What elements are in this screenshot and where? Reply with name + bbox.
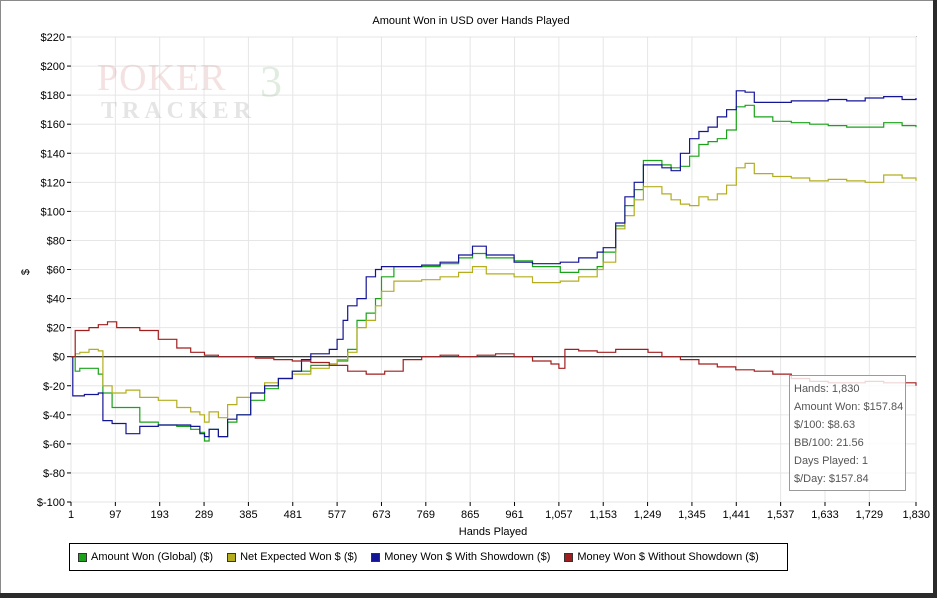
legend-item-with-showdown: Money Won $ With Showdown ($) xyxy=(371,551,550,563)
stat-per-day: $/Day: $157.84 xyxy=(794,473,869,485)
x-tick-label: 1,153 xyxy=(589,509,617,521)
x-tick-label: 1,057 xyxy=(545,509,573,521)
legend-swatch xyxy=(564,552,574,562)
y-tick-label: $-100 xyxy=(37,497,65,509)
series-line-3 xyxy=(71,90,917,438)
legend-label: Money Won $ Without Showdown ($) xyxy=(577,551,759,563)
y-axis: $-100 $-80 $-60 $-40 $-20 $0 $20 $40 $60 $80 $100 $… xyxy=(37,32,71,509)
stat-per-100: $/100: $8.63 xyxy=(794,419,856,431)
x-tick-label: 1,441 xyxy=(723,509,751,521)
y-tick-label: $40 xyxy=(47,294,65,306)
y-tick-label: $0 xyxy=(53,352,65,364)
legend-item-net-expected: Net Expected Won $ ($) xyxy=(227,551,357,563)
x-tick-label: 1,537 xyxy=(767,509,795,521)
x-tick-label: 961 xyxy=(505,509,523,521)
x-tick-label: 481 xyxy=(284,509,302,521)
window-shadow-right xyxy=(933,0,937,598)
legend-label: Money Won $ With Showdown ($) xyxy=(384,551,551,563)
x-tick-label: 1,633 xyxy=(811,509,839,521)
stat-bb-100: BB/100: 21.56 xyxy=(794,437,864,449)
x-tick-label: 193 xyxy=(151,509,169,521)
legend-swatch xyxy=(227,552,237,562)
legend-label: Amount Won (Global) ($) xyxy=(91,551,214,563)
y-tick-label: $100 xyxy=(41,206,65,218)
x-tick-label: 1,345 xyxy=(678,509,706,521)
stat-hands: Hands: 1,830 xyxy=(794,383,860,395)
y-tick-label: $220 xyxy=(41,32,65,44)
y-tick-label: $80 xyxy=(47,235,65,247)
legend-item-without-showdown: Money Won $ Without Showdown ($) xyxy=(564,551,759,563)
legend-swatch xyxy=(371,552,381,562)
legend-item-amount-won: Amount Won (Global) ($) xyxy=(78,551,213,563)
chart-title: Amount Won in USD over Hands Played xyxy=(372,15,569,27)
x-tick-label: 673 xyxy=(372,509,390,521)
x-tick-label: 1,830 xyxy=(902,509,930,521)
legend: Amount Won (Global) ($) Net Expected Won… xyxy=(69,543,788,571)
y-tick-label: $-20 xyxy=(43,381,65,393)
x-axis: 1 97 193 289 385 481 577 673 769 865 961 1,057 1,153… xyxy=(68,502,930,521)
series-line-4 xyxy=(71,321,917,386)
series-line-2 xyxy=(71,162,917,423)
y-tick-label: $-60 xyxy=(43,439,65,451)
stat-amount-won: Amount Won: $157.84 xyxy=(794,401,904,413)
window-shadow-bottom xyxy=(0,593,937,598)
x-tick-label: 385 xyxy=(239,509,257,521)
y-tick-label: $20 xyxy=(47,323,65,335)
y-tick-label: $120 xyxy=(41,177,65,189)
x-tick-label: 769 xyxy=(417,509,435,521)
x-tick-label: 97 xyxy=(109,509,121,521)
series-group xyxy=(71,90,917,442)
x-tick-label: 289 xyxy=(195,509,213,521)
y-tick-label: $-80 xyxy=(43,468,65,480)
y-tick-label: $180 xyxy=(41,90,65,102)
x-tick-label: 1,729 xyxy=(856,509,884,521)
y-tick-label: $160 xyxy=(41,119,65,131)
x-tick-label: 1,249 xyxy=(634,509,662,521)
y-tick-label: $60 xyxy=(47,265,65,277)
stats-box: Hands: 1,830 Amount Won: $157.84 $/100: … xyxy=(789,375,906,491)
y-tick-label: $-40 xyxy=(43,410,65,422)
stat-days-played: Days Played: 1 xyxy=(794,455,868,467)
legend-swatch xyxy=(78,552,87,562)
x-tick-label: 577 xyxy=(328,509,346,521)
x-axis-label: Hands Played xyxy=(459,526,528,538)
x-tick-label: 865 xyxy=(461,509,479,521)
y-tick-label: $200 xyxy=(41,61,65,73)
y-tick-label: $140 xyxy=(41,148,65,160)
legend-label: Net Expected Won $ ($) xyxy=(240,551,358,563)
x-tick-label: 1 xyxy=(68,509,74,521)
y-axis-label: $ xyxy=(20,269,32,275)
